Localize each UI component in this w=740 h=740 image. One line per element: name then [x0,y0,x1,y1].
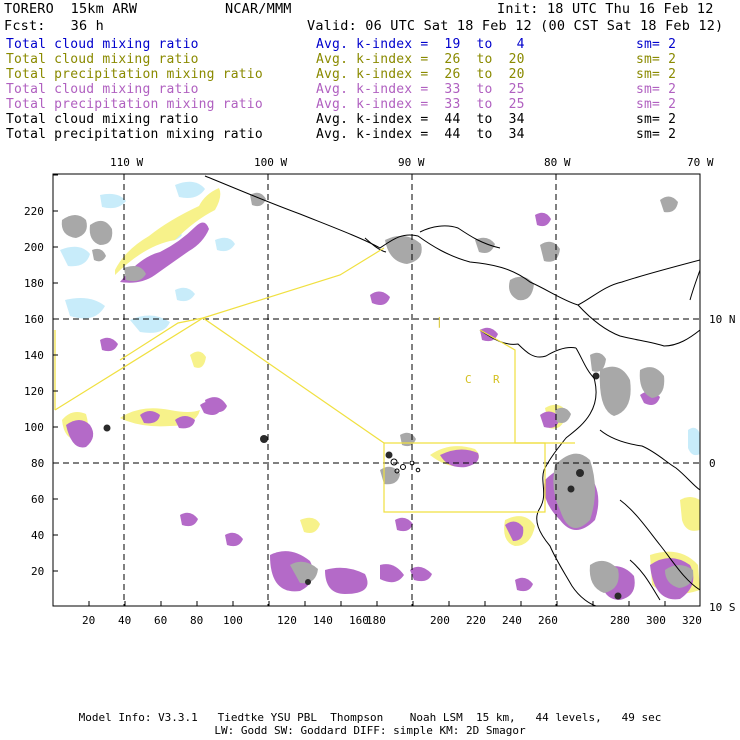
lon-label: 90 W [398,156,425,169]
region-label-c: C [465,373,472,386]
legend-kindex: Avg. k-index = 33 to 25 [316,82,525,97]
gray-field [61,192,694,593]
region-marker: | [436,315,443,328]
lat-label: 10 N [709,313,736,326]
legend-smoothing: sm= 2 [636,112,677,127]
x-tick-label: 100 [223,614,243,627]
longitude-labels: 110 W 100 W 90 W 80 W 70 W [110,156,714,169]
galapagos-islands [390,458,421,474]
x-tick-label: 320 [682,614,702,627]
legend-kindex: Avg. k-index = 44 to 34 [316,112,525,127]
latitude-labels: 10 N 0 10 S [709,313,736,614]
org-name: NCAR/MMM [225,1,292,17]
legend-smoothing: sm= 2 [636,52,677,67]
legend-kindex: Avg. k-index = 19 to 4 [316,37,525,52]
x-tick-label: 40 [118,614,131,627]
x-tick-label: 220 [466,614,486,627]
legend-smoothing: sm= 2 [636,97,677,112]
coastlines [204,175,700,606]
legend-field-name: Total precipitation mixing ratio [6,127,263,142]
y-tick-label: 100 [24,421,44,434]
legend-field-name: Total cloud mixing ratio [6,52,199,67]
dark-core-field [103,372,622,600]
lon-label: 80 W [544,156,571,169]
y-tick-label: 220 [24,205,44,218]
x-tick-label: 60 [154,614,167,627]
model-title: TORERO 15km ARW [4,1,138,17]
x-tick-labels: 20 40 60 80 100 120 140 160 180 200 220 … [82,614,702,627]
y-tick-label: 80 [31,457,44,470]
model-info-line1: Model Info: V3.3.1 Tiedtke YSU PBL Thomp… [78,711,662,724]
x-tick-label: 20 [82,614,95,627]
y-tick-label: 40 [31,529,44,542]
x-tick-label: 200 [430,614,450,627]
lon-label: 100 W [254,156,287,169]
legend-kindex: Avg. k-index = 26 to 20 [316,67,525,82]
axis-ticks [53,174,666,606]
lon-label: 110 W [110,156,143,169]
lat-label: 10 S [709,601,736,614]
light-blue-cloud-field [60,181,700,456]
y-tick-label: 140 [24,349,44,362]
legend-kindex: Avg. k-index = 33 to 25 [316,97,525,112]
lat-lon-grid [53,174,700,606]
legend-field-name: Total cloud mixing ratio [6,37,199,52]
legend-smoothing: sm= 2 [636,82,677,97]
legend-smoothing: sm= 2 [636,67,677,82]
legend-smoothing: sm= 2 [636,127,677,142]
legend-field-name: Total precipitation mixing ratio [6,97,263,112]
y-tick-label: 20 [31,565,44,578]
y-tick-label: 120 [24,385,44,398]
x-tick-label: 240 [502,614,522,627]
legend-smoothing: sm= 2 [636,37,677,52]
init-time: Init: 18 UTC Thu 16 Feb 12 [497,1,714,17]
legend-field-name: Total cloud mixing ratio [6,112,199,127]
x-tick-label: 140 [313,614,333,627]
legend-field-name: Total cloud mixing ratio [6,82,199,97]
x-tick-label: 260 [538,614,558,627]
forecast-hour: Fcst: 36 h [4,18,104,34]
model-info-line2: LW: Godd SW: Goddard DIFF: simple KM: 2D… [214,724,526,737]
map-fields: | C R [53,174,700,606]
lat-label: 0 [709,457,716,470]
legend-kindex: Avg. k-index = 44 to 34 [316,127,525,142]
x-tick-label: 80 [190,614,203,627]
y-tick-label: 60 [31,493,44,506]
y-tick-labels: 20 40 60 80 100 120 140 160 180 200 220 [24,205,44,578]
valid-time: Valid: 06 UTC Sat 18 Feb 12 (00 CST Sat … [307,18,724,34]
legend-field-name: Total precipitation mixing ratio [6,67,263,82]
region-boundaries [54,247,575,513]
legend-kindex: Avg. k-index = 26 to 20 [316,52,525,67]
y-tick-label: 180 [24,277,44,290]
y-tick-label: 160 [24,313,44,326]
lon-label: 70 W [687,156,714,169]
x-tick-label: 280 [610,614,630,627]
x-tick-label: 300 [646,614,666,627]
region-label-r: R [493,373,500,386]
purple-field [66,212,694,600]
x-tick-label: 120 [277,614,297,627]
x-tick-label: 160 [349,614,369,627]
x-tick-label: 180 [366,614,386,627]
y-tick-label: 200 [24,241,44,254]
